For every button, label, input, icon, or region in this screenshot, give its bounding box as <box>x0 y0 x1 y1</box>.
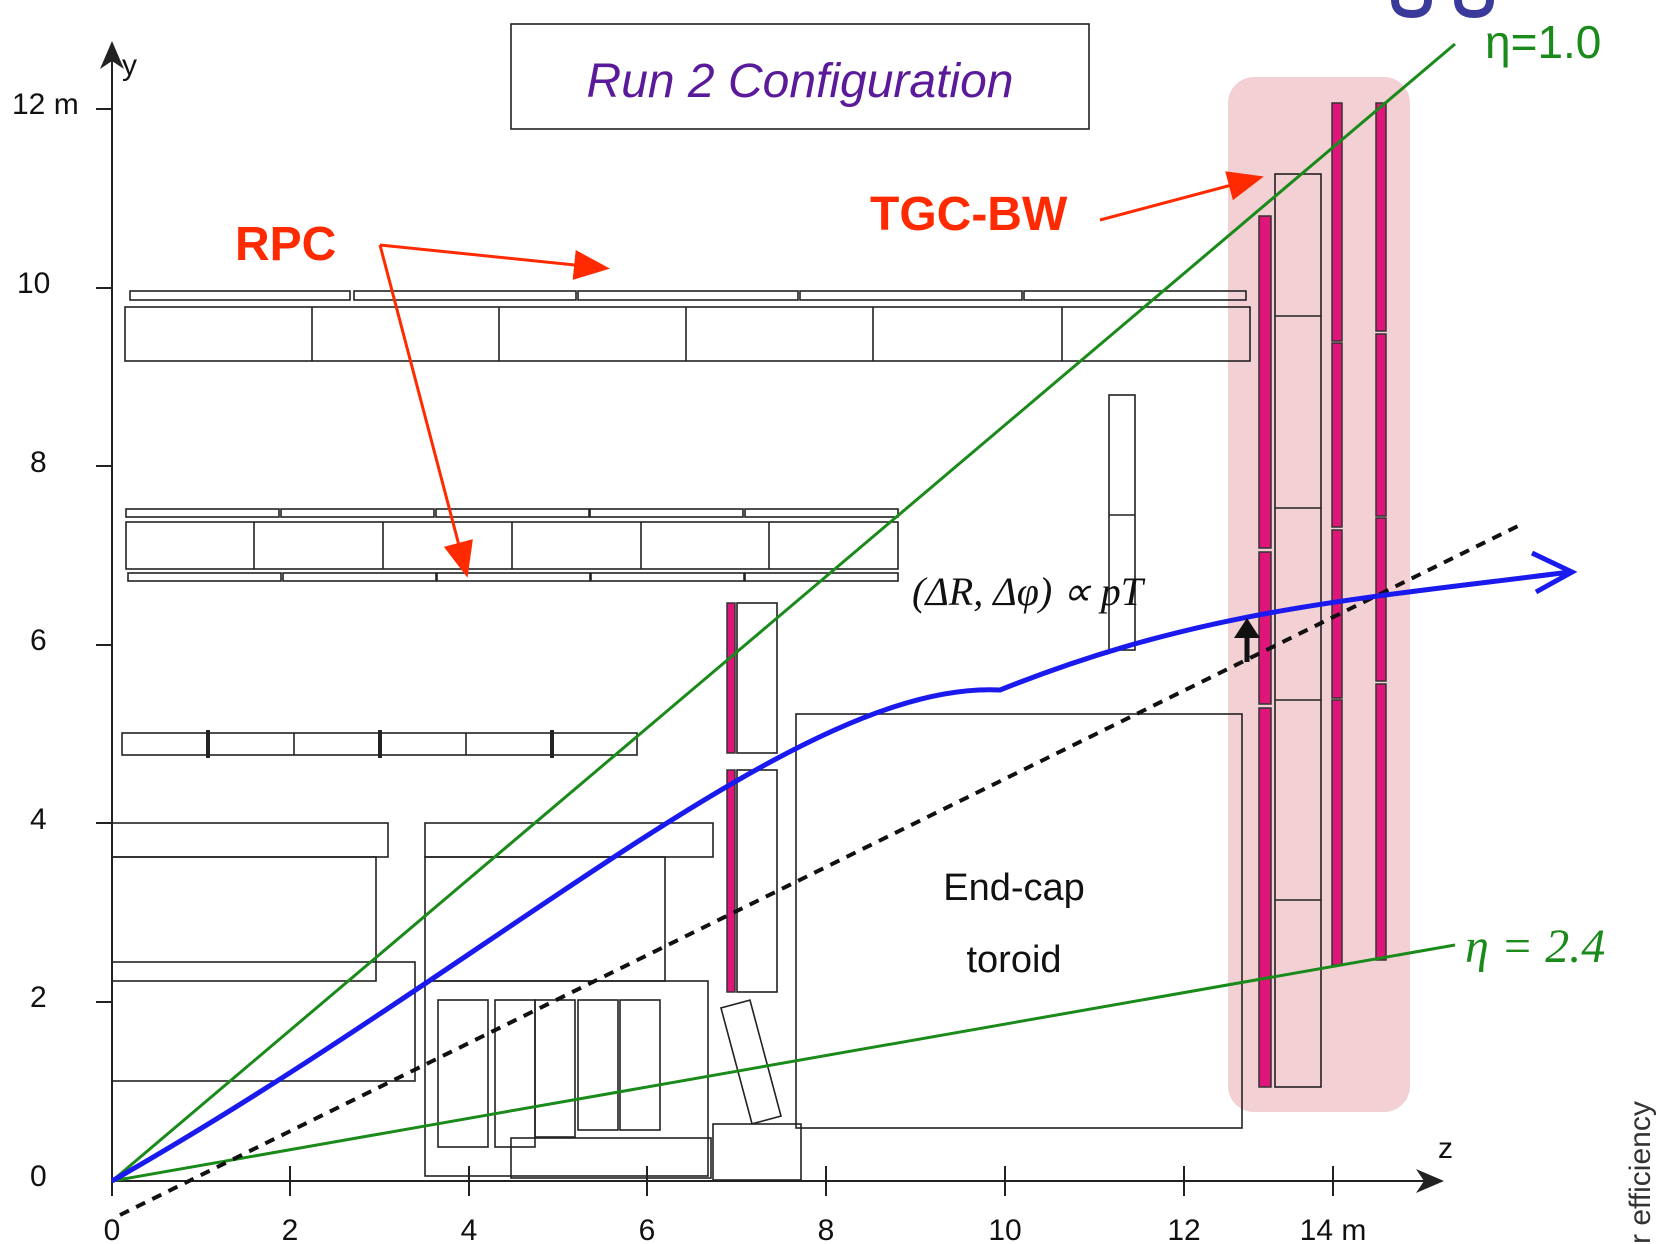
x-tick-label: 2 <box>282 1214 299 1244</box>
barrel-middle-chambers <box>125 508 899 582</box>
y-ticks <box>96 108 112 1003</box>
y-tick-label: 2 <box>30 981 47 1014</box>
eta-2-4-label: η = 2.4 <box>1465 920 1605 973</box>
inner-detector-structures <box>111 822 802 1181</box>
endcap-toroid <box>795 713 1243 1129</box>
x-ticks <box>111 1166 1334 1196</box>
deviation-arrowhead <box>1234 618 1260 638</box>
barrel-inner-chambers <box>121 730 638 758</box>
rpc-arrow-outer <box>379 243 610 280</box>
y-tick-label: 0 <box>30 1160 47 1193</box>
big-wheel-mdt <box>1274 173 1322 1088</box>
barrel-outer-chambers <box>124 290 1251 362</box>
tgc-bw-label: TGC-BW <box>870 188 1068 241</box>
eta-1-0-label: η=1.0 <box>1485 16 1601 68</box>
y-tick-label: 10 <box>17 267 50 300</box>
pt-relation-label: (ΔR, Δφ) ∝ pT <box>912 569 1146 614</box>
tgc-big-wheel <box>1258 102 1387 1088</box>
y-axis-label: y <box>122 49 137 82</box>
rpc-label: RPC <box>235 218 336 271</box>
x-tick-label: 0 <box>104 1214 121 1244</box>
title-box <box>510 23 1090 130</box>
y-tick-label: 8 <box>30 446 47 479</box>
x-tick-labels: 0 2 4 6 8 10 12 14 m <box>104 1214 1367 1244</box>
muon-track <box>110 569 1571 1184</box>
straight-track-reference <box>119 523 1521 1217</box>
tgc-highlight-region <box>1228 77 1410 1112</box>
rpc-arrow-middle <box>378 244 473 578</box>
muon-track-arrowhead <box>1530 550 1578 595</box>
eta-2-4-line <box>111 943 1456 1183</box>
side-caption: r efficiency <box>1624 1101 1657 1244</box>
tgc-bw-arrow <box>1099 171 1264 222</box>
x-tick-label: 4 <box>461 1214 478 1244</box>
endcap-toroid-label-line1: End-cap <box>943 867 1085 909</box>
y-tick-label: 4 <box>30 803 47 836</box>
eta-1-0-line <box>111 42 1456 1183</box>
title-text: Run 2 Configuration <box>587 55 1014 108</box>
endcap-toroid-label-line2: toroid <box>966 939 1061 981</box>
x-tick-label: 10 <box>988 1214 1021 1244</box>
x-tick-label: 12 <box>1167 1214 1200 1244</box>
x-tick-label: 8 <box>818 1214 835 1244</box>
x-tick-label: 14 m <box>1300 1214 1367 1244</box>
y-tick-label: 6 <box>30 624 47 657</box>
y-tick-labels: 0 2 4 6 8 10 12 m <box>12 88 79 1193</box>
cropped-heading-glyph <box>1391 0 1494 19</box>
x-tick-label: 6 <box>639 1214 656 1244</box>
small-wheel <box>720 602 782 1125</box>
x-axis-label: z <box>1438 1132 1453 1165</box>
y-tick-label: 12 m <box>12 88 79 121</box>
